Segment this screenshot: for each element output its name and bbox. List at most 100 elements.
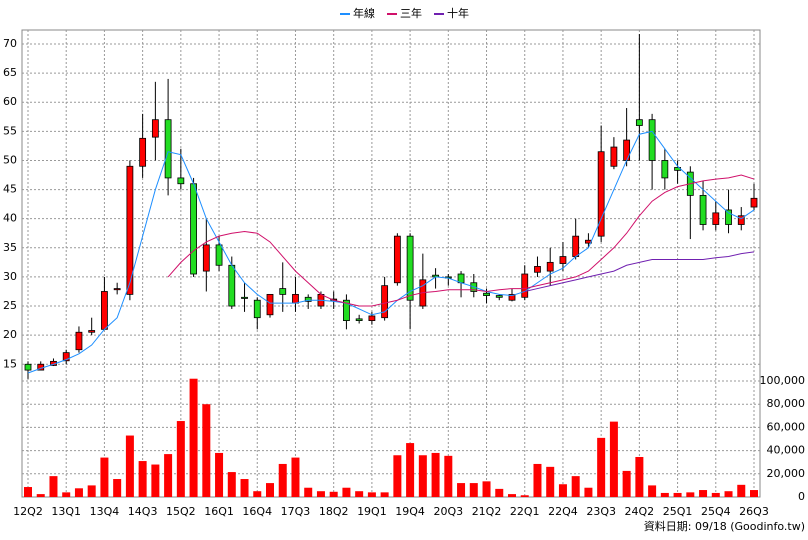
volume-bar: [482, 481, 491, 497]
y-tick-label: 40: [3, 212, 17, 225]
candle-body: [457, 273, 465, 284]
x-tick-label: 14Q3: [128, 505, 158, 518]
volume-bar: [355, 491, 364, 497]
candle-body: [483, 292, 490, 296]
volume-bar: [750, 490, 758, 497]
x-tick-label: 22Q1: [510, 505, 540, 518]
volume-bar: [24, 487, 32, 497]
x-tick-label: 15Q2: [166, 505, 196, 518]
y-tick-label: 55: [3, 124, 17, 137]
volume-bar: [635, 456, 644, 497]
y-tick-label: 30: [3, 270, 17, 283]
y2-tick-label: 20,000: [767, 467, 806, 480]
x-tick-label: 19Q1: [357, 505, 387, 518]
x-tick-label: 16Q1: [204, 505, 234, 518]
y-tick-label: 65: [3, 66, 17, 79]
volume-bar: [609, 421, 618, 497]
x-tick-label: 25Q4: [701, 505, 731, 518]
volume-bar: [316, 491, 325, 497]
volume-bar: [457, 483, 466, 497]
x-tick-label: 23Q3: [586, 505, 616, 518]
volume-bar: [520, 495, 529, 497]
y-tick-label: 25: [3, 299, 17, 312]
volume-bar: [533, 463, 542, 497]
plot-frame: [21, 29, 761, 498]
candle-body: [572, 235, 580, 257]
volume-bar: [74, 488, 83, 497]
legend-label: 十年: [447, 6, 469, 20]
volume-bar: [291, 457, 300, 497]
volume-bar: [444, 455, 453, 497]
volume-bar: [151, 464, 160, 497]
candle-body: [113, 288, 121, 291]
x-tick-label: 25Q1: [663, 505, 693, 518]
candle-body: [610, 146, 618, 167]
volume-bar: [393, 455, 402, 497]
volume-bar: [113, 479, 122, 497]
x-tick-label: 22Q4: [548, 505, 578, 518]
volume-bar: [342, 487, 351, 497]
x-tick-label: 20Q3: [433, 505, 463, 518]
ma-line: [27, 130, 755, 374]
y2-tick-label: 60,000: [767, 420, 806, 433]
volume-bar: [100, 457, 109, 497]
candle-body: [559, 256, 567, 264]
candle-body: [177, 177, 185, 185]
candle-body: [88, 330, 96, 333]
y2-tick-label: 40,000: [767, 444, 806, 457]
candle-body: [521, 273, 529, 298]
volume-bar: [367, 492, 376, 497]
volume-bar: [495, 488, 504, 497]
candle-body: [151, 119, 159, 138]
candle-body: [266, 293, 274, 316]
x-tick-label: 19Q4: [395, 505, 425, 518]
y-tick-label: 15: [3, 357, 17, 370]
y-tick-label: 70: [3, 37, 17, 50]
candle-body: [253, 299, 261, 319]
candle-body: [75, 331, 83, 351]
volume-bar: [431, 452, 440, 497]
ma-line: [524, 251, 755, 292]
candle-body: [228, 264, 236, 307]
x-tick-label: 21Q2: [472, 505, 502, 518]
volume-bar: [597, 437, 606, 497]
volume-bar: [87, 485, 96, 497]
candle-body: [712, 212, 720, 225]
volume-bar: [176, 421, 185, 497]
volume-bar: [724, 491, 733, 497]
volume-bar: [571, 476, 580, 497]
volume-bar: [49, 476, 58, 497]
volume-bar: [660, 492, 669, 497]
x-tick-label: 16Q4: [242, 505, 272, 518]
legend-label: 三年: [400, 6, 422, 20]
candle-body: [62, 352, 70, 362]
candle-body: [635, 119, 643, 126]
candle-body: [164, 119, 172, 179]
volume-bar: [546, 466, 555, 497]
x-tick-label: 24Q2: [625, 505, 655, 518]
candle-body: [241, 296, 248, 299]
volume-bar: [558, 484, 567, 497]
y-tick-label: 45: [3, 183, 17, 196]
volume-bar: [329, 491, 338, 497]
y-tick-label: 35: [3, 241, 17, 254]
volume-bar: [36, 494, 45, 497]
candle-body: [368, 315, 376, 321]
volume-bar: [469, 483, 478, 497]
candle-body: [661, 160, 669, 179]
volume-bar: [508, 494, 516, 497]
candle-body: [381, 285, 389, 319]
candle-body: [623, 139, 631, 161]
y-tick-label: 20: [3, 328, 17, 341]
candle-body: [737, 215, 745, 225]
volume-bar: [240, 479, 249, 497]
candle-body: [24, 363, 32, 371]
volume-bar: [253, 491, 262, 497]
candle-body: [597, 151, 605, 237]
volume-bar: [62, 492, 71, 497]
volume-bar: [266, 483, 274, 497]
candle-body: [215, 244, 223, 266]
volume-bar: [686, 492, 695, 497]
